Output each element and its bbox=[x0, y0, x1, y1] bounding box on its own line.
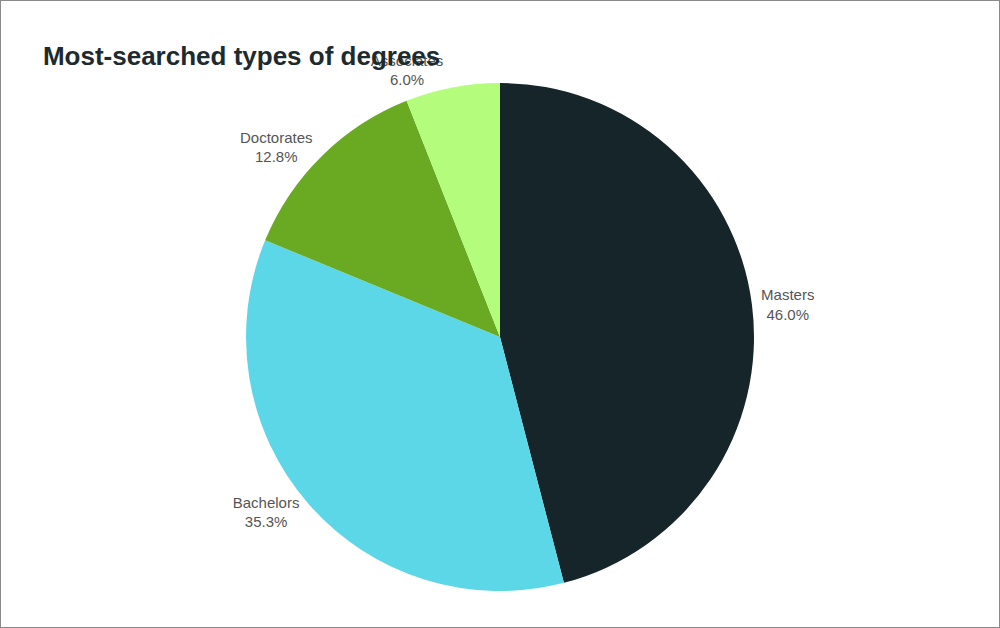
svg-text:Bachelors35.3%: Bachelors35.3% bbox=[233, 494, 300, 530]
svg-text:Associates6.0%: Associates6.0% bbox=[371, 52, 444, 89]
svg-text:Doctorates12.8%: Doctorates12.8% bbox=[240, 129, 313, 166]
svg-text:Most-searched types of degrees: Most-searched types of degrees bbox=[43, 41, 440, 71]
svg-text:Masters46.0%: Masters46.0% bbox=[761, 286, 814, 323]
